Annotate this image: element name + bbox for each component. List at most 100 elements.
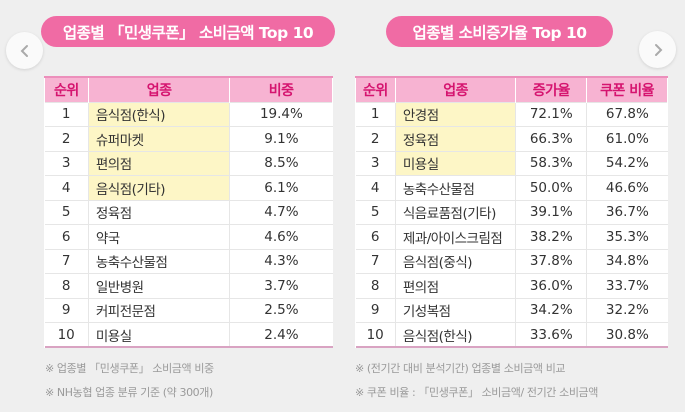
category-cell: 기성복점 <box>394 297 516 323</box>
chevron-right-icon <box>654 43 662 56</box>
category-cell: 음식점(한식) <box>87 101 230 127</box>
growth-cell: 34.2% <box>515 297 587 323</box>
coupon-ratio-cell: 30.8% <box>586 322 668 347</box>
table-header-row: 순위 업종 증가율 쿠폰 비율 <box>355 76 668 102</box>
coupon-ratio-cell: 35.3% <box>586 224 668 249</box>
share-cell: 6.1% <box>229 175 333 200</box>
table-row: 9 커피전문점 2.5% <box>44 297 333 323</box>
table-row: 9 기성복점 34.2% 32.2% <box>355 297 668 323</box>
table-row: 3 미용실 58.3% 54.2% <box>355 150 668 176</box>
carousel-next-button[interactable] <box>639 31 676 68</box>
share-cell: 8.5% <box>229 150 333 176</box>
share-cell: 3.7% <box>229 273 333 298</box>
rank-cell: 1 <box>355 101 396 127</box>
right-panel-title: 업종별 소비증가율 Top 10 <box>386 16 613 47</box>
growth-cell: 66.3% <box>515 126 587 151</box>
share-cell: 4.3% <box>229 248 333 274</box>
header-category: 업종 <box>87 76 231 102</box>
carousel-prev-button[interactable] <box>6 32 43 69</box>
header-rank: 순위 <box>355 76 396 102</box>
growth-cell: 38.2% <box>515 224 587 249</box>
category-cell: 커피전문점 <box>87 297 230 323</box>
growth-cell: 58.3% <box>515 150 587 176</box>
table-row: 7 농축수산물점 4.3% <box>44 248 333 274</box>
coupon-ratio-cell: 33.7% <box>586 273 668 298</box>
footnote: ※ (전기간 대비 분석기간) 업종별 소비금액 비교 <box>355 362 566 375</box>
category-cell: 정육점 <box>87 199 230 225</box>
rank-cell: 10 <box>355 322 396 347</box>
growth-cell: 50.0% <box>515 175 587 200</box>
coupon-ratio-cell: 34.8% <box>586 248 668 274</box>
coupon-ratio-cell: 46.6% <box>586 175 668 200</box>
growth-cell: 36.0% <box>515 273 587 298</box>
category-cell: 정육점 <box>394 126 516 151</box>
coupon-ratio-cell: 61.0% <box>586 126 668 151</box>
rank-cell: 6 <box>44 224 89 249</box>
table-header-row: 순위 업종 비중 <box>44 76 333 102</box>
category-cell: 음식점(한식) <box>394 322 516 347</box>
header-category: 업종 <box>394 76 517 102</box>
rank-cell: 9 <box>44 297 89 323</box>
category-cell: 편의점 <box>87 150 230 176</box>
category-cell: 미용실 <box>394 150 516 176</box>
share-cell: 19.4% <box>229 101 333 127</box>
table-row: 6 제과/아이스크림점 38.2% 35.3% <box>355 224 668 249</box>
growth-cell: 72.1% <box>515 101 587 127</box>
rank-cell: 9 <box>355 297 396 323</box>
rank-cell: 3 <box>44 150 89 176</box>
growth-cell: 33.6% <box>515 322 587 347</box>
category-cell: 음식점(기타) <box>87 175 230 200</box>
table-row: 7 음식점(중식) 37.8% 34.8% <box>355 248 668 274</box>
rank-cell: 8 <box>355 273 396 298</box>
coupon-ratio-cell: 54.2% <box>586 150 668 176</box>
rank-cell: 3 <box>355 150 396 176</box>
growth-top10-table: 순위 업종 증가율 쿠폰 비율 1 안경점 72.1% 67.8% 2 정육점 66.3%… <box>355 76 668 348</box>
left-panel-title: 업종별 「민생쿠폰」 소비금액 Top 10 <box>41 16 335 47</box>
growth-cell: 37.8% <box>515 248 587 274</box>
table-row: 10 음식점(한식) 33.6% 30.8% <box>355 322 668 347</box>
rank-cell: 5 <box>44 199 89 225</box>
footnote: ※ 업종별 「민생쿠폰」 소비금액 비중 <box>45 362 214 375</box>
table-row: 2 정육점 66.3% 61.0% <box>355 126 668 151</box>
share-cell: 2.4% <box>229 322 333 347</box>
rank-cell: 1 <box>44 101 89 127</box>
header-coupon-ratio: 쿠폰 비율 <box>586 76 668 102</box>
table-row: 5 식음료품점(기타) 39.1% 36.7% <box>355 199 668 225</box>
category-cell: 안경점 <box>394 101 516 127</box>
growth-cell: 39.1% <box>515 199 587 225</box>
share-cell: 4.6% <box>229 224 333 249</box>
table-row: 3 편의점 8.5% <box>44 150 333 176</box>
category-cell: 음식점(중식) <box>394 248 516 274</box>
category-cell: 제과/아이스크림점 <box>394 224 516 249</box>
rank-cell: 4 <box>44 175 89 200</box>
spending-top10-table: 순위 업종 비중 1 음식점(한식) 19.4% 2 슈퍼마켓 9.1% 3 편의점 8.5… <box>44 76 333 348</box>
coupon-ratio-cell: 36.7% <box>586 199 668 225</box>
header-share: 비중 <box>229 76 333 102</box>
coupon-ratio-cell: 67.8% <box>586 101 668 127</box>
rank-cell: 2 <box>355 126 396 151</box>
table-row: 2 슈퍼마켓 9.1% <box>44 126 333 151</box>
table-row: 1 안경점 72.1% 67.8% <box>355 101 668 127</box>
category-cell: 농축수산물점 <box>87 248 230 274</box>
rank-cell: 10 <box>44 322 89 347</box>
category-cell: 식음료품점(기타) <box>394 199 516 225</box>
rank-cell: 7 <box>355 248 396 274</box>
rank-cell: 4 <box>355 175 396 200</box>
category-cell: 약국 <box>87 224 230 249</box>
category-cell: 미용실 <box>87 322 230 347</box>
category-cell: 슈퍼마켓 <box>87 126 230 151</box>
share-cell: 2.5% <box>229 297 333 323</box>
left-footnotes: ※ 업종별 「민생쿠폰」 소비금액 비중 ※ NH농협 업종 분류 기준 (약 … <box>45 360 214 408</box>
footnote: ※ 쿠폰 비율 : 「민생쿠폰」 소비금액/ 전기간 소비금액 <box>355 386 598 399</box>
rank-cell: 5 <box>355 199 396 225</box>
table-row: 6 약국 4.6% <box>44 224 333 249</box>
rank-cell: 7 <box>44 248 89 274</box>
share-cell: 4.7% <box>229 199 333 225</box>
header-growth: 증가율 <box>515 76 588 102</box>
rank-cell: 2 <box>44 126 89 151</box>
table-row: 5 정육점 4.7% <box>44 199 333 225</box>
right-footnotes: ※ (전기간 대비 분석기간) 업종별 소비금액 비교 ※ 쿠폰 비율 : 「민… <box>355 360 598 408</box>
table-row: 8 일반병원 3.7% <box>44 273 333 298</box>
table-row: 4 음식점(기타) 6.1% <box>44 175 333 200</box>
